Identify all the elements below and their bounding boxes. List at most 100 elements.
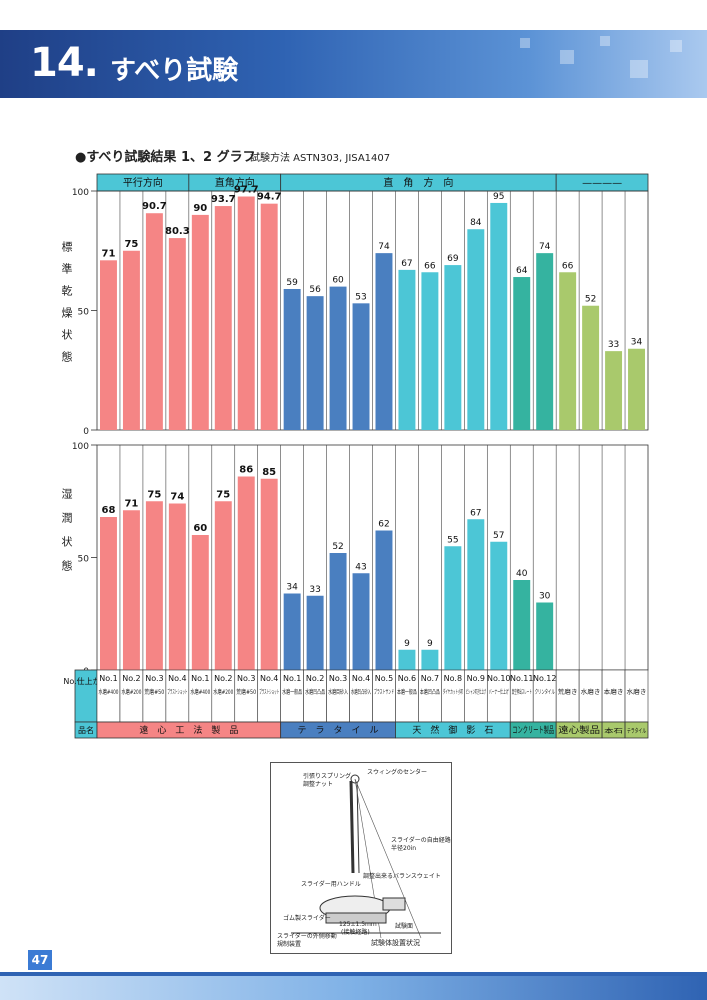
data-label: 90	[193, 203, 207, 214]
finish-no: No.4	[260, 674, 278, 683]
finish-label: 水磨#400	[99, 688, 119, 696]
data-label: 66	[424, 261, 436, 271]
product-label: コンクリート製品	[512, 724, 554, 736]
product-label: テ ラ タ イ ル	[298, 725, 379, 736]
finish-label: 水磨き	[581, 688, 601, 696]
product-label: 天 然 御 影 石	[412, 724, 493, 736]
data-label: 59	[286, 278, 298, 288]
bar	[582, 305, 600, 430]
finish-label: クリンタイル	[535, 688, 555, 696]
data-label: 66	[562, 261, 574, 271]
finish-label: 水磨#400	[190, 688, 210, 696]
data-label: 33	[608, 340, 619, 350]
data-label: 75	[124, 239, 138, 250]
finish-label: 本磨き	[604, 688, 624, 696]
finish-no: No.2	[122, 674, 140, 683]
bar	[168, 503, 186, 670]
finish-label: 荒磨#50	[144, 688, 164, 696]
diagram-label: スライダーの自由経路	[391, 837, 451, 844]
diagram-label: スウィングのセンター	[367, 769, 428, 776]
finish-label: ダイヤカット小叩	[443, 688, 463, 696]
bar	[122, 250, 140, 430]
data-label: 94.7	[257, 192, 282, 203]
column-group-label: 直角方向	[215, 176, 255, 189]
diagram-label: 125±1.5mm	[339, 921, 377, 928]
bar	[329, 286, 347, 430]
data-label: 56	[309, 285, 321, 295]
data-label: 95	[493, 192, 504, 202]
finish-no: No.3	[145, 674, 163, 683]
diagram-label: ゴム製スライダー	[283, 915, 331, 922]
finish-cell	[578, 669, 603, 723]
finish-no: No.1	[191, 674, 209, 683]
decor-square	[600, 36, 610, 46]
y-axis-label-char: 状	[62, 535, 73, 549]
product-label: 遠心製品	[558, 724, 600, 736]
finish-label: 真空押出スレート	[512, 688, 532, 696]
data-label: 80.3	[165, 226, 190, 237]
y-axis-label-char: 準	[62, 262, 73, 276]
y-axis-label-char: 湿	[62, 488, 73, 501]
bar	[628, 348, 645, 430]
data-label: 40	[516, 569, 528, 579]
data-label: 93.7	[211, 194, 236, 205]
y-tick-label: 100	[72, 442, 89, 452]
finish-no: No.3	[329, 674, 347, 683]
finish-no: No.11	[510, 674, 533, 683]
row-header-label: No.仕上がり	[63, 676, 108, 686]
data-label: 74	[539, 242, 551, 252]
bar	[191, 214, 209, 430]
decor-square	[670, 40, 682, 52]
page-header: 14. すべり試験	[0, 30, 707, 98]
bar	[398, 269, 416, 430]
data-label: 9	[427, 639, 433, 649]
y-tick-label: 0	[83, 427, 89, 437]
product-header-label: 品名	[78, 725, 94, 735]
diagram-label: スライダー用ハンドル	[301, 881, 361, 888]
bar	[421, 649, 439, 670]
diagram-label: (接触経路)	[341, 929, 370, 936]
bar	[352, 303, 370, 430]
finish-no: No.8	[444, 674, 462, 683]
bar	[145, 501, 163, 670]
product-label: 遠 心 工 法 製 品	[139, 724, 238, 736]
diagram-label: 半径20in	[391, 845, 417, 852]
data-label: 52	[332, 542, 343, 552]
column-group-label: 直 角 方 向	[383, 176, 453, 189]
chart-subtitle: ●すべり試験結果 1、2 グラフ	[75, 150, 256, 165]
finish-label: 水磨凹凸品	[305, 688, 325, 696]
y-axis-label-char: 燥	[62, 307, 73, 320]
page-number: 47	[28, 950, 52, 970]
bar	[375, 253, 393, 430]
decor-square	[560, 50, 574, 64]
decor-square	[520, 38, 530, 48]
finish-cell	[624, 669, 649, 723]
bar	[329, 553, 347, 670]
data-label: 34	[631, 338, 643, 348]
test-apparatus-diagram: 引張りスプリング 調整ナット スウィングのセンター スライダーの自由経路 半径2…	[270, 762, 452, 954]
y-axis-label-char: 潤	[62, 512, 73, 525]
data-label: 71	[124, 498, 138, 509]
y-axis-label-char: 態	[62, 350, 73, 364]
data-label: 52	[585, 295, 596, 305]
diagram-label: 試験面	[395, 923, 414, 930]
page-footer	[0, 972, 707, 1000]
bar	[444, 265, 462, 430]
data-label: 84	[470, 218, 482, 228]
finish-no: No.4	[352, 674, 370, 683]
bar	[260, 478, 278, 670]
diagram-label: 調整ナット	[303, 781, 334, 788]
finish-no: No.6	[398, 674, 416, 683]
finish-label: 水磨目砂入	[328, 688, 348, 696]
y-tick-label: 100	[72, 188, 89, 198]
data-label: 68	[102, 505, 116, 516]
y-tick-label: 50	[78, 308, 90, 318]
bar	[100, 517, 117, 670]
diagram-label: スライダーの外側移動	[277, 933, 337, 940]
bar	[214, 206, 232, 430]
finish-no: No.10	[487, 674, 510, 683]
bar	[122, 510, 140, 670]
section-title: すべり試験	[110, 56, 239, 86]
data-label: 90.7	[142, 201, 167, 212]
